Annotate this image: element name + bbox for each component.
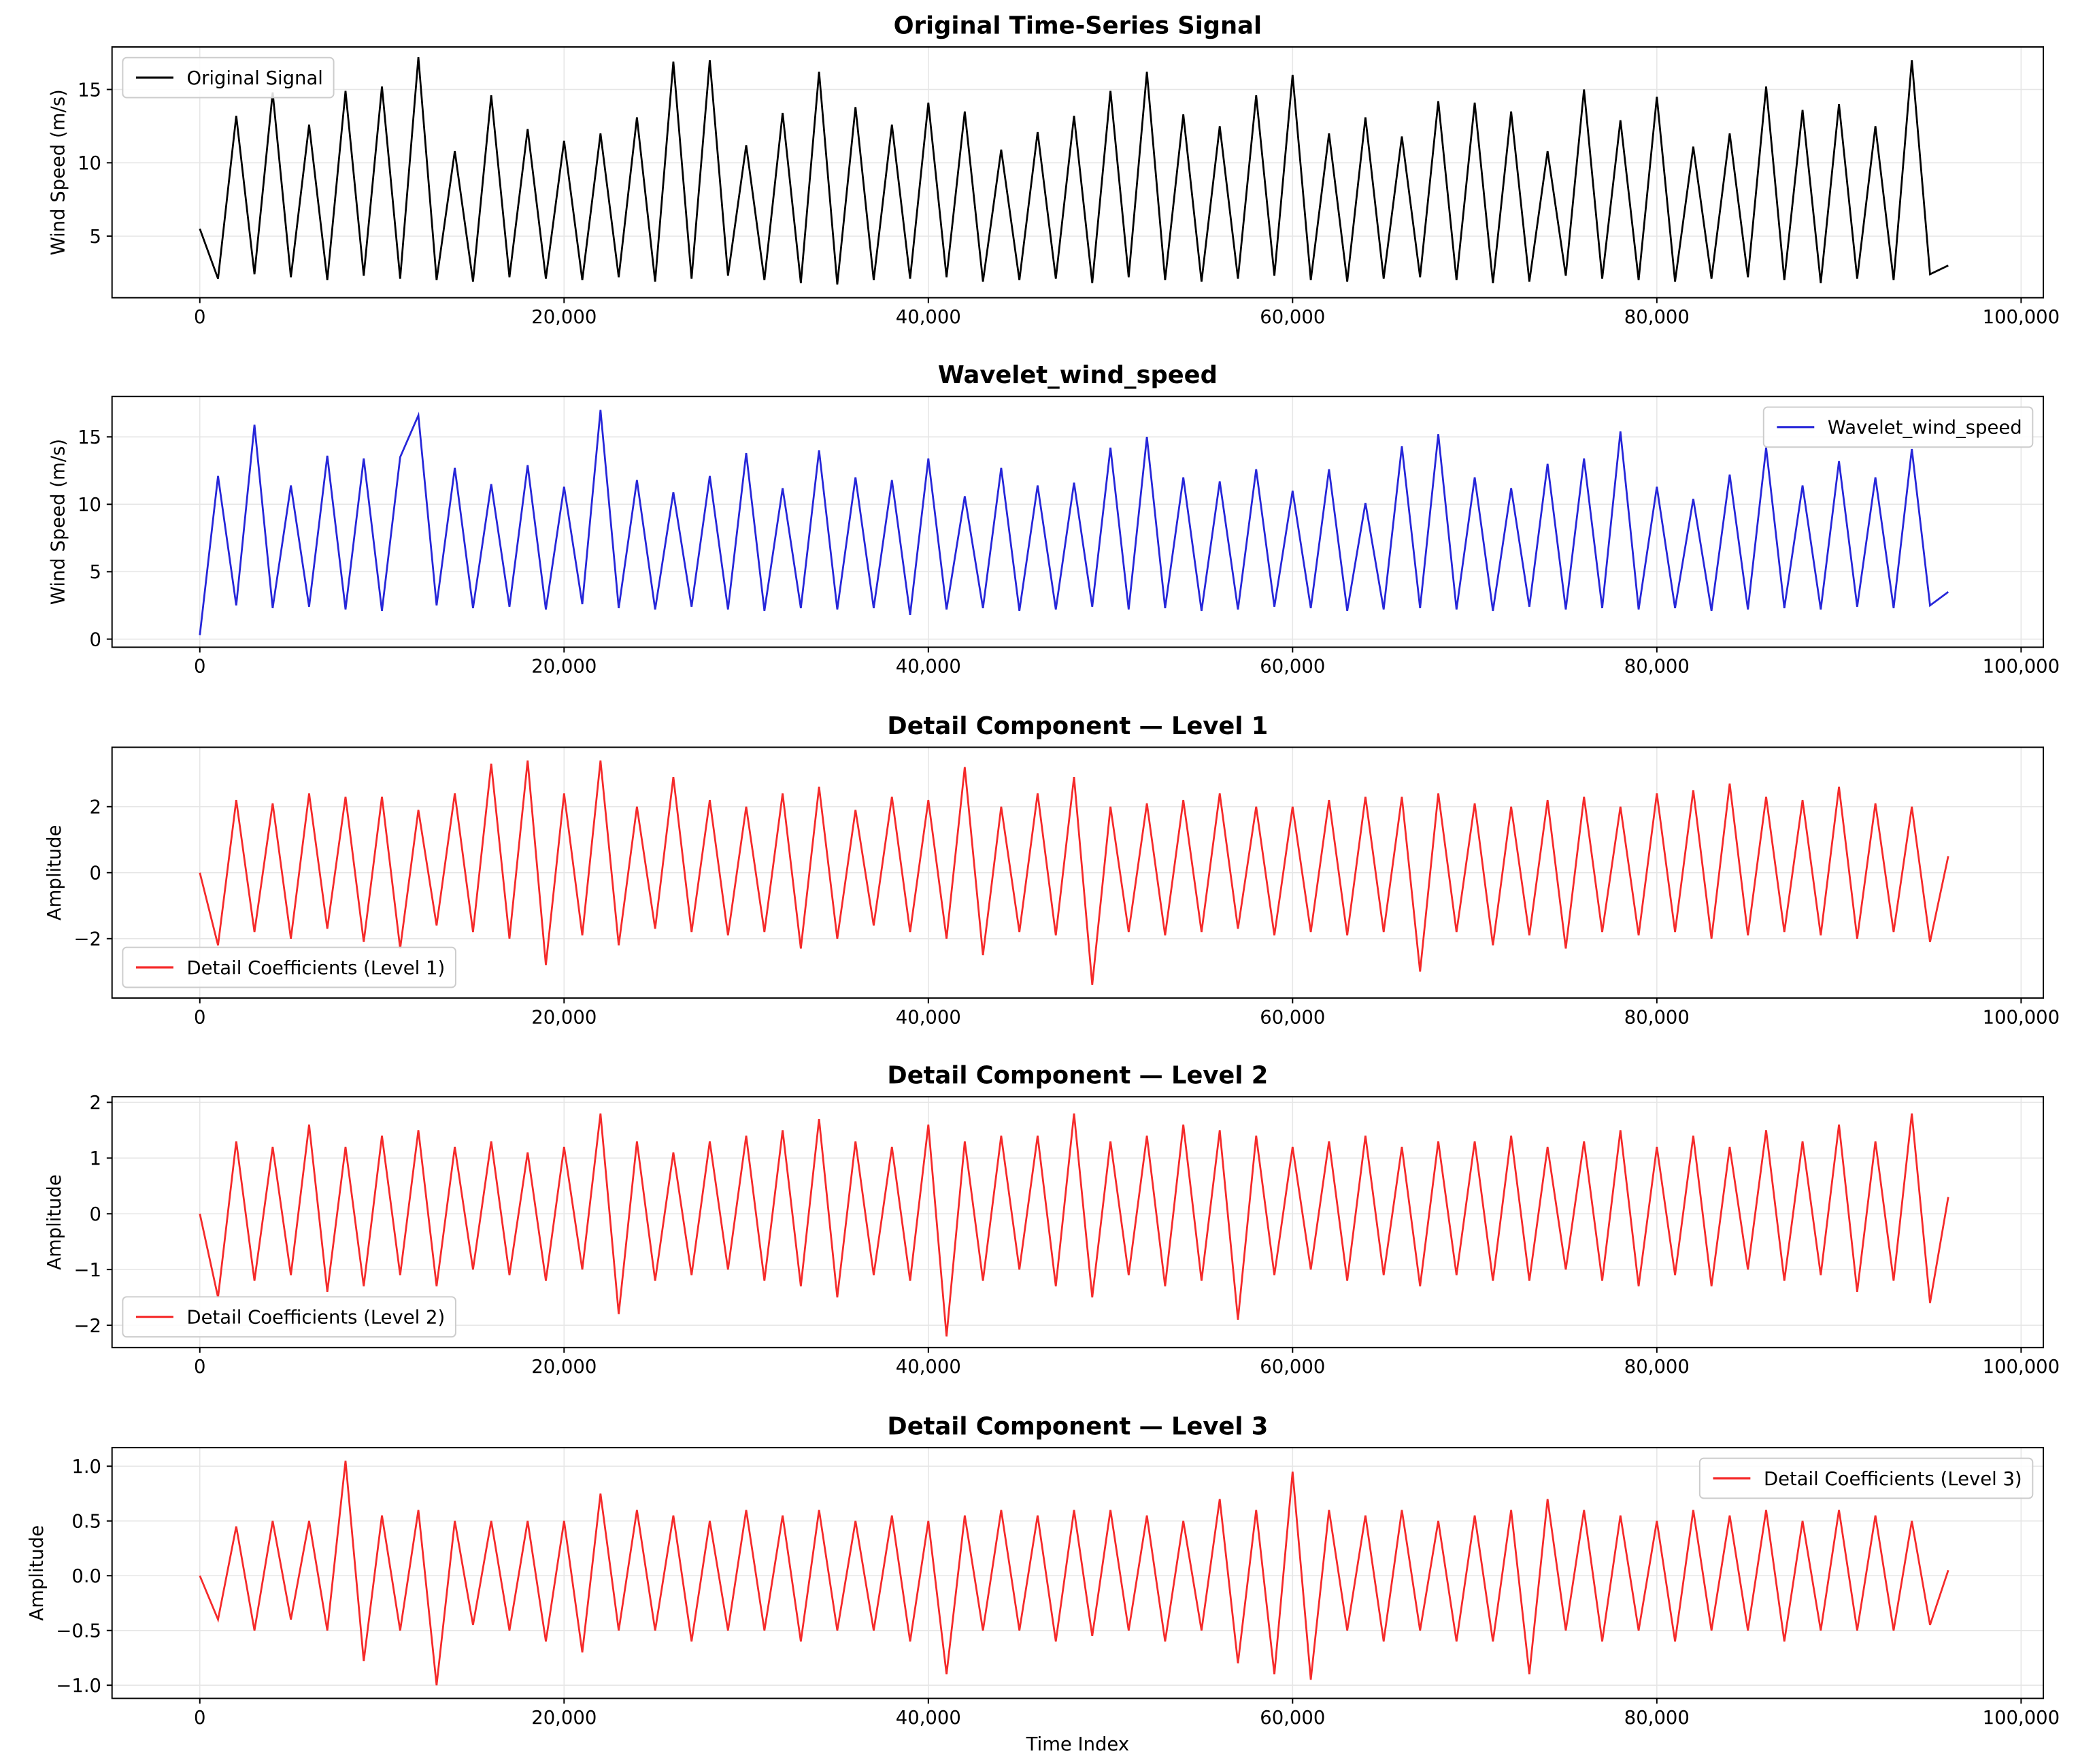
axes-frame <box>111 395 2044 648</box>
y-tick-label: 10 <box>78 495 101 516</box>
data-line <box>199 410 1949 635</box>
x-tick-label: 60,000 <box>1260 307 1325 328</box>
y-tick-label: −1 <box>74 1260 101 1281</box>
x-tick-label: 20,000 <box>531 1708 597 1729</box>
y-axis-label: Wind Speed (m/s) <box>48 439 69 605</box>
legend: Detail Coefficients (Level 3) <box>1698 1457 2034 1499</box>
y-tick-label: 1.0 <box>71 1457 101 1478</box>
y-tick-label: −1.0 <box>56 1676 101 1697</box>
x-tick-label: 20,000 <box>531 656 597 678</box>
y-tick-label: 15 <box>78 80 101 101</box>
x-tick-label: 0 <box>194 656 205 678</box>
y-tick-label: 2 <box>90 1093 101 1114</box>
data-line <box>199 56 1949 285</box>
x-tick-label: 0 <box>194 1708 205 1729</box>
x-tick-label: 0 <box>194 1357 205 1378</box>
x-tick-label: 60,000 <box>1260 656 1325 678</box>
y-axis-label: Amplitude <box>44 825 65 920</box>
y-axis-label: Wind Speed (m/s) <box>48 89 69 255</box>
x-tick-label: 80,000 <box>1624 307 1690 328</box>
x-tick-label: 20,000 <box>531 1357 597 1378</box>
y-tick-label: 0 <box>90 863 101 884</box>
axes-frame <box>111 46 2044 299</box>
x-tick-label: 60,000 <box>1260 1708 1325 1729</box>
data-line <box>199 760 1949 985</box>
y-tick-label: 5 <box>90 562 101 583</box>
legend: Wavelet_wind_speed <box>1762 406 2034 448</box>
x-tick-label: 20,000 <box>531 1007 597 1028</box>
x-tick-label: 100,000 <box>1983 307 2060 328</box>
x-tick-label: 100,000 <box>1983 1007 2060 1028</box>
chart-title: Detail Component — Level 1 <box>887 712 1268 740</box>
x-tick-label: 20,000 <box>531 307 597 328</box>
legend-box <box>1698 1457 2034 1499</box>
legend-box <box>122 946 456 988</box>
data-line <box>199 1113 1949 1337</box>
legend-label: Detail Coefficients (Level 2) <box>187 1308 446 1329</box>
x-tick-label: 40,000 <box>896 1007 961 1028</box>
y-tick-label: 15 <box>78 427 101 448</box>
x-tick-label: 100,000 <box>1983 656 2060 678</box>
legend-label: Original Signal <box>187 68 323 89</box>
y-tick-label: −2 <box>74 1316 101 1337</box>
y-axis-label: Amplitude <box>27 1525 48 1621</box>
legend: Original Signal <box>122 56 335 99</box>
legend-box <box>122 1296 456 1338</box>
chart-title: Detail Component — Level 2 <box>887 1062 1268 1090</box>
x-tick-label: 100,000 <box>1983 1708 2060 1729</box>
x-tick-label: 80,000 <box>1624 656 1690 678</box>
chart-title: Detail Component — Level 3 <box>887 1412 1268 1440</box>
axes-frame <box>111 1446 2044 1699</box>
x-tick-label: 60,000 <box>1260 1007 1325 1028</box>
y-tick-label: −0.5 <box>56 1621 101 1642</box>
legend-box <box>122 56 335 99</box>
legend-label: Detail Coefficients (Level 1) <box>187 958 446 979</box>
y-tick-label: 0.0 <box>71 1566 101 1587</box>
legend-label: Wavelet_wind_speed <box>1828 418 2022 439</box>
legend-box <box>1762 406 2034 448</box>
legend: Detail Coefficients (Level 1) <box>122 946 456 988</box>
x-tick-label: 40,000 <box>896 307 961 328</box>
x-tick-label: 80,000 <box>1624 1708 1690 1729</box>
plot-area <box>112 396 2044 648</box>
x-tick-label: 60,000 <box>1260 1357 1325 1378</box>
chart-title: Wavelet_wind_speed <box>938 361 1218 389</box>
x-tick-label: 80,000 <box>1624 1357 1690 1378</box>
x-tick-label: 0 <box>194 307 205 328</box>
axes-frame <box>111 1096 2044 1348</box>
x-tick-label: 80,000 <box>1624 1007 1690 1028</box>
y-tick-label: 1 <box>90 1148 101 1169</box>
x-tick-label: 0 <box>194 1007 205 1028</box>
x-axis-label: Time Index <box>1026 1734 1129 1755</box>
y-tick-label: 5 <box>90 227 101 248</box>
y-tick-label: 10 <box>78 153 101 174</box>
y-tick-label: 2 <box>90 797 101 818</box>
legend-label: Detail Coefficients (Level 3) <box>1764 1469 2022 1490</box>
y-tick-label: 0 <box>90 1204 101 1225</box>
y-tick-label: 0.5 <box>71 1512 101 1533</box>
legend: Detail Coefficients (Level 2) <box>122 1296 456 1338</box>
y-tick-label: −2 <box>74 929 101 950</box>
data-line <box>199 1461 1949 1686</box>
chart-title: Original Time-Series Signal <box>894 12 1262 39</box>
x-tick-label: 40,000 <box>896 1357 961 1378</box>
x-tick-label: 40,000 <box>896 1708 961 1729</box>
x-tick-label: 100,000 <box>1983 1357 2060 1378</box>
y-axis-label: Amplitude <box>44 1174 65 1270</box>
x-tick-label: 40,000 <box>896 656 961 678</box>
y-tick-label: 0 <box>90 629 101 650</box>
